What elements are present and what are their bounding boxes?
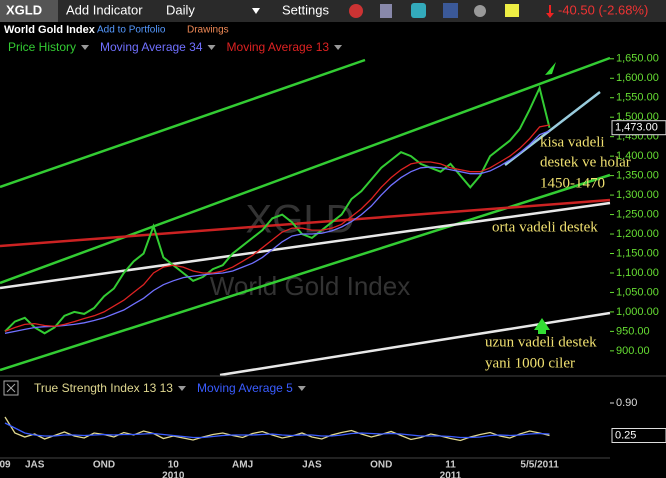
dropdown-arrow[interactable] xyxy=(252,8,260,14)
y-tick-label: 1,000.00 xyxy=(616,306,659,318)
y-tick-label: 900.00 xyxy=(616,345,650,357)
x-tick-label: 09 xyxy=(0,460,11,471)
y-tick-label: 0.90 xyxy=(616,397,637,409)
y-tick-label: 1,200.00 xyxy=(616,228,659,240)
icon[interactable] xyxy=(474,5,486,17)
legend-dropdown xyxy=(81,45,90,50)
last-value-box xyxy=(611,120,666,136)
toolbar xyxy=(0,0,666,22)
last-value-box xyxy=(611,428,666,443)
icon[interactable] xyxy=(411,3,426,18)
annotation: yani 1000 ciler xyxy=(485,355,575,371)
toolbar-icons xyxy=(349,3,519,18)
interval[interactable]: Daily xyxy=(166,2,195,17)
trendline xyxy=(0,56,611,285)
series-line xyxy=(4,130,550,334)
down-arrow-head xyxy=(546,13,554,18)
series-line xyxy=(4,85,551,335)
icon[interactable] xyxy=(443,3,458,18)
y-tick-label: 1,600.00 xyxy=(616,72,659,84)
symbol[interactable]: XGLD xyxy=(6,2,42,17)
arrow xyxy=(538,330,546,334)
icon[interactable] xyxy=(349,4,363,18)
last-value-label: 1,473.00 xyxy=(615,122,658,134)
legend-entry[interactable]: Price History xyxy=(8,40,76,54)
x-tick-label: OND xyxy=(93,460,115,471)
y-tick-label: 1,350.00 xyxy=(616,170,659,182)
x-tick-label: JAS xyxy=(25,460,45,471)
series-line xyxy=(4,422,550,439)
annotation: destek ve holar xyxy=(540,154,631,170)
change: -40.50 (-2.68%) xyxy=(558,2,648,17)
y-tick-label: 950.00 xyxy=(616,325,650,337)
series-line xyxy=(4,124,550,333)
x-tick-label: OND xyxy=(370,460,392,471)
x-tick-label: JAS xyxy=(302,460,322,471)
annotation: 1450-1470 xyxy=(540,175,605,191)
x-tick-label: AMJ xyxy=(232,460,253,471)
settings[interactable]: Settings xyxy=(282,2,329,17)
legend-dropdown xyxy=(297,386,306,391)
icon[interactable] xyxy=(505,4,519,17)
annotation: uzun vadeli destek xyxy=(485,334,597,350)
annotation: kisa vadeli xyxy=(540,134,605,150)
x-sublabel: 2011 xyxy=(440,471,462,478)
legend-entry[interactable]: Moving Average 5 xyxy=(197,381,293,395)
legend-dropdown xyxy=(207,45,216,50)
y-tick-label: 1,500.00 xyxy=(616,111,659,123)
symbol-box[interactable] xyxy=(0,0,58,22)
x-tick-label: 11 xyxy=(445,460,456,471)
x-tick-label: 5/5/2011 xyxy=(520,460,559,471)
close-x xyxy=(6,383,16,393)
trendline xyxy=(0,58,366,189)
legend-dropdown xyxy=(334,45,343,50)
instrument-name: World Gold Index xyxy=(4,24,96,36)
trendlines xyxy=(0,56,611,377)
icon[interactable] xyxy=(380,4,392,18)
add-indicator[interactable]: Add Indicator xyxy=(66,2,143,17)
arrow xyxy=(545,62,556,75)
x-sublabel: 2010 xyxy=(162,471,185,478)
add-to-portfolio[interactable]: Add to Portfolio xyxy=(97,25,166,36)
legend-entry[interactable]: True Strength Index 13 13 xyxy=(34,381,173,395)
legend-entry[interactable]: Moving Average 34 xyxy=(100,40,203,54)
annotation: orta vadeli destek xyxy=(492,219,598,235)
legend-entry[interactable]: Moving Average 13 xyxy=(227,40,330,54)
y-tick-label: 1,150.00 xyxy=(616,247,659,259)
y-tick-label: 1,550.00 xyxy=(616,92,659,104)
drawings[interactable]: Drawings xyxy=(187,25,229,36)
trendline xyxy=(0,198,611,248)
legend-dropdown xyxy=(177,386,186,391)
y-tick-label: 1,050.00 xyxy=(616,286,659,298)
watermark-name: World Gold Index xyxy=(210,271,410,301)
y-tick-label: 1,100.00 xyxy=(616,267,659,279)
y-tick-label: 1,250.00 xyxy=(616,208,659,220)
y-tick-label: 1,300.00 xyxy=(616,189,659,201)
y-tick-label: 1,400.00 xyxy=(616,150,659,162)
y-tick-label: 1,650.00 xyxy=(616,53,659,65)
x-tick-label: 10 xyxy=(168,460,180,471)
last-value-label: 0.25 xyxy=(615,429,636,441)
arrow xyxy=(534,318,550,330)
series-line xyxy=(4,416,550,442)
trendline xyxy=(0,201,611,290)
close-button[interactable] xyxy=(3,380,19,396)
